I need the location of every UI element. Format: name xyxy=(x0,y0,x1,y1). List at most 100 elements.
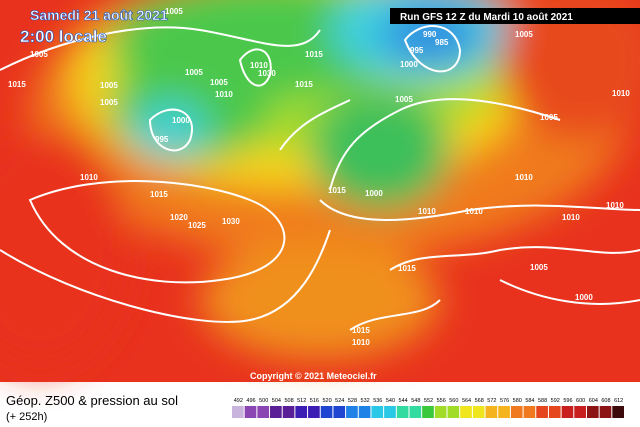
isobar-label: 1010 xyxy=(215,90,233,99)
colorbar-label: 556 xyxy=(437,398,446,404)
colorbar-label: 500 xyxy=(259,398,268,404)
colorbar-label: 572 xyxy=(487,398,496,404)
isobar-label: 1015 xyxy=(8,80,26,89)
colorbar-swatch xyxy=(358,406,371,418)
colorbar-swatch xyxy=(270,406,282,418)
isobar-label: 1015 xyxy=(352,326,370,335)
isobar-label: 1010 xyxy=(80,173,98,182)
colorbar-label: 524 xyxy=(335,398,344,404)
colorbar-label: 552 xyxy=(424,398,433,404)
colorbar-label: 580 xyxy=(513,398,522,404)
colorbar-swatch xyxy=(295,406,308,418)
colorbar-label: 544 xyxy=(399,398,408,404)
colorbar-swatch xyxy=(409,406,422,418)
colorbar-label: 548 xyxy=(411,398,420,404)
colorbar-label: 504 xyxy=(272,398,281,404)
colorbar-label: 592 xyxy=(551,398,560,404)
isobar-label: 1010 xyxy=(465,207,483,216)
forecast-date: Samedi 21 août 2021 xyxy=(30,7,168,23)
isobar-label: 1000 xyxy=(172,116,190,125)
colorbar-swatch xyxy=(586,406,599,418)
isobar-label: 1015 xyxy=(295,80,313,89)
isobar-label: 1010 xyxy=(562,213,580,222)
colorbar-swatch xyxy=(232,406,244,418)
colorbar-swatch xyxy=(460,406,472,418)
isobar-label: 1000 xyxy=(400,60,418,69)
run-banner xyxy=(390,8,640,24)
isobar-label: 1005 xyxy=(100,81,118,90)
colorbar-label: 532 xyxy=(361,398,370,404)
forecast-time: 2:00 locale xyxy=(20,27,107,46)
copyright: Copyright © 2021 Meteociel.fr xyxy=(250,371,377,381)
isobar-label: 985 xyxy=(435,38,449,47)
colorbar-label: 508 xyxy=(284,398,293,404)
colorbar-swatch xyxy=(498,406,510,418)
colorbar-swatch xyxy=(434,406,447,418)
colorbar-swatch xyxy=(422,406,434,418)
isobar-label: 990 xyxy=(423,30,437,39)
isobar-label: 1030 xyxy=(222,217,240,226)
colorbar-label: 512 xyxy=(297,398,306,404)
colorbar-label: 520 xyxy=(322,398,331,404)
isobar-label: 1015 xyxy=(150,190,168,199)
colorbar: 492 496 500 504 508 512 516 520 524 528 532 536 540 5… xyxy=(232,398,624,418)
colorbar-swatch xyxy=(333,406,346,418)
isobar-label: 1005 xyxy=(210,78,228,87)
colorbar-label: 492 xyxy=(234,398,243,404)
colorbar-swatch xyxy=(561,406,574,418)
colorbar-label: 536 xyxy=(373,398,382,404)
isobar-label: 1005 xyxy=(515,30,533,39)
colorbar-swatch xyxy=(574,406,586,418)
isobar-label: 1010 xyxy=(606,201,624,210)
colorbar-label: 596 xyxy=(563,398,572,404)
isobar-label: 1005 xyxy=(530,263,548,272)
isobar-label: 1010 xyxy=(250,61,268,70)
colorbar-label: 576 xyxy=(500,398,509,404)
isobar-labels: 1005100510051005100510151005101010101030… xyxy=(8,7,630,347)
isobar-label: 1000 xyxy=(575,293,593,302)
isobar-label: 1005 xyxy=(30,50,48,59)
colorbar-label: 604 xyxy=(589,398,598,404)
isobar-label: 995 xyxy=(155,135,169,144)
isobar-label: 1030 xyxy=(258,69,276,78)
colorbar-swatch xyxy=(308,406,320,418)
colorbar-swatch xyxy=(523,406,536,418)
colorbar-swatch xyxy=(320,406,333,418)
colorbar-label: 560 xyxy=(449,398,458,404)
isobar-label: 1025 xyxy=(188,221,206,230)
colorbar-swatch xyxy=(346,406,358,418)
isobar-label: 1005 xyxy=(100,98,118,107)
colorbar-label: 588 xyxy=(538,398,547,404)
colorbar-label: 564 xyxy=(462,398,471,404)
map-title: Géop. Z500 & pression au sol xyxy=(6,393,178,408)
isobar-label: 1005 xyxy=(165,7,183,16)
colorbar-swatch xyxy=(510,406,523,418)
isobar-label: 1010 xyxy=(612,89,630,98)
colorbar-swatch xyxy=(447,406,460,418)
isobar-label: 1010 xyxy=(352,338,370,347)
run-info: Run GFS 12 Z du Mardi 10 août 2021 xyxy=(400,12,573,23)
colorbar-label: 516 xyxy=(310,398,319,404)
isobars xyxy=(0,25,640,331)
isobar-label: 1020 xyxy=(170,213,188,222)
colorbar-swatch xyxy=(396,406,409,418)
colorbar-swatch xyxy=(472,406,485,418)
colorbar-label: 496 xyxy=(246,398,255,404)
isobar-label: 995 xyxy=(410,46,424,55)
isobar-label: 1015 xyxy=(305,50,323,59)
isobar-label: 1010 xyxy=(515,173,533,182)
colorbar-swatch xyxy=(282,406,295,418)
colorbar-swatch xyxy=(485,406,498,418)
colorbar-label: 528 xyxy=(348,398,357,404)
colorbar-label: 600 xyxy=(576,398,585,404)
colorbar-swatch xyxy=(257,406,270,418)
colorbar-label: 584 xyxy=(525,398,534,404)
colorbar-label: 540 xyxy=(386,398,395,404)
colorbar-swatch xyxy=(548,406,561,418)
colorbar-label: 608 xyxy=(601,398,610,404)
colorbar-swatch xyxy=(384,406,396,418)
colorbar-label: 568 xyxy=(475,398,484,404)
colorbar-swatch xyxy=(371,406,384,418)
isobar-label: 1010 xyxy=(418,207,436,216)
